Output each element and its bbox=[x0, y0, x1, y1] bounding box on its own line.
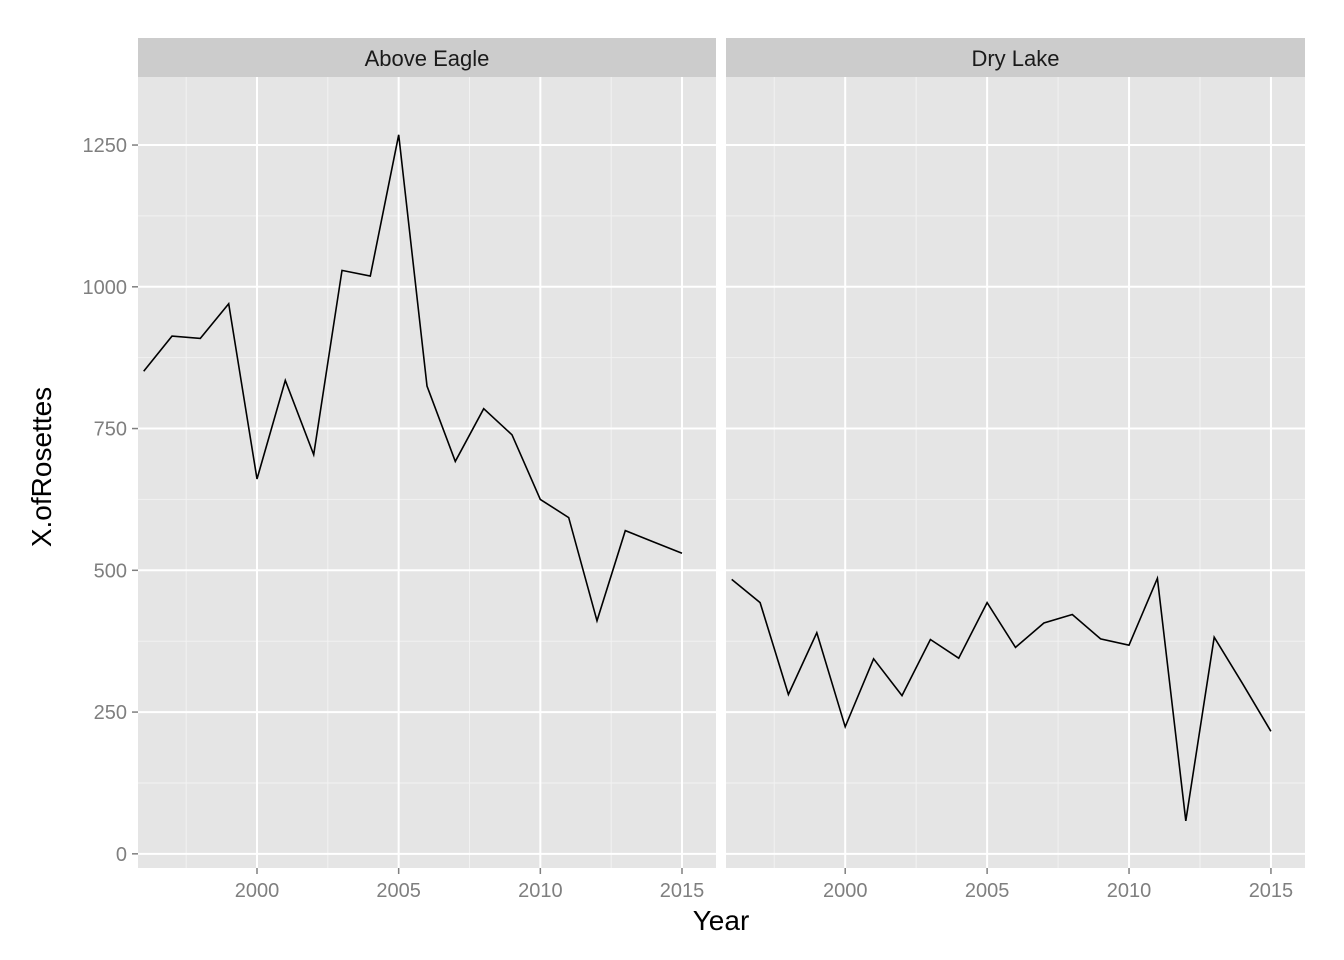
x-tick-label: 2005 bbox=[965, 880, 1010, 902]
panel-background bbox=[138, 77, 716, 868]
x-tick-label: 2015 bbox=[1249, 880, 1294, 902]
x-tick-label: 2005 bbox=[376, 880, 421, 902]
series-line-dry-lake bbox=[731, 575, 1272, 822]
y-tick-label: 0 bbox=[116, 844, 127, 866]
panel-dry-lake: Dry Lake 2000 2005 2010 2015 bbox=[726, 38, 1305, 902]
strip-label-above-eagle: Above Eagle bbox=[365, 46, 490, 71]
y-tick-label: 500 bbox=[94, 560, 127, 582]
y-tick-label: 750 bbox=[94, 419, 127, 441]
x-tick-label: 2010 bbox=[1107, 880, 1152, 902]
x-axis-title: Year bbox=[693, 905, 750, 936]
series-line-above-eagle bbox=[143, 134, 683, 624]
strip-label-dry-lake: Dry Lake bbox=[971, 46, 1059, 71]
x-tick-label: 2010 bbox=[518, 880, 563, 902]
panel-background bbox=[726, 77, 1305, 868]
y-tick-label: 1000 bbox=[83, 277, 128, 299]
y-axis: 0 250 500 750 1000 1250 bbox=[83, 135, 138, 866]
x-tick-label: 2000 bbox=[235, 880, 280, 902]
y-tick-label: 1250 bbox=[83, 135, 128, 157]
strip-above-eagle bbox=[138, 38, 716, 77]
strip-dry-lake bbox=[726, 38, 1305, 77]
x-tick-label: 2015 bbox=[660, 880, 705, 902]
y-axis-title: X.ofRosettes bbox=[26, 387, 57, 547]
x-tick-label: 2000 bbox=[823, 880, 868, 902]
panel-above-eagle: Above Eagle 2000 2005 2010 2015 bbox=[138, 38, 716, 902]
y-tick-label: 250 bbox=[94, 702, 127, 724]
